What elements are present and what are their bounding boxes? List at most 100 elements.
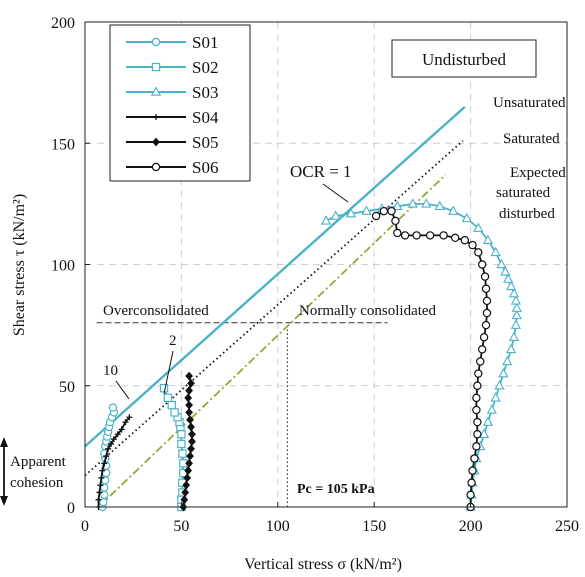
data-point bbox=[178, 449, 187, 458]
data-point bbox=[98, 474, 105, 481]
ratio-2-label: 2 bbox=[169, 333, 177, 349]
data-point bbox=[393, 228, 402, 238]
y-tick-label: 200 bbox=[51, 15, 75, 32]
legend-label: S05 bbox=[192, 133, 218, 152]
y-axis-label: Shear stress τ (kN/m²) bbox=[11, 194, 28, 336]
ocr-pointer bbox=[322, 183, 349, 203]
data-point bbox=[320, 215, 332, 225]
data-point bbox=[159, 383, 169, 393]
data-point bbox=[490, 246, 501, 257]
x-tick-label: 100 bbox=[266, 518, 290, 535]
guide-lines bbox=[96, 322, 388, 507]
data-point bbox=[476, 357, 485, 366]
data-point bbox=[467, 478, 476, 487]
expected-label-line2: saturated bbox=[496, 185, 551, 201]
data-point bbox=[101, 460, 108, 467]
data-point bbox=[486, 404, 497, 414]
data-point bbox=[185, 371, 193, 381]
unsaturated-label: Unsaturated bbox=[493, 95, 566, 111]
data-point bbox=[490, 392, 501, 402]
data-point bbox=[412, 231, 421, 240]
data-point bbox=[180, 495, 189, 505]
data-point bbox=[105, 445, 112, 452]
data-point bbox=[472, 393, 481, 403]
data-point bbox=[177, 439, 186, 449]
data-point bbox=[466, 490, 475, 500]
data-point bbox=[392, 200, 403, 211]
data-point bbox=[184, 393, 193, 403]
series-s03 bbox=[320, 198, 522, 511]
x-tick-label: 50 bbox=[173, 518, 189, 535]
data-point bbox=[502, 355, 513, 366]
data-point bbox=[151, 37, 161, 47]
legend-box bbox=[109, 24, 251, 182]
data-point bbox=[185, 458, 193, 468]
legend-label: S03 bbox=[192, 83, 218, 102]
data-point bbox=[122, 419, 129, 426]
data-point bbox=[151, 162, 161, 172]
legend-item-s05: S05 bbox=[126, 133, 218, 152]
data-point bbox=[505, 343, 517, 354]
data-point bbox=[188, 429, 196, 439]
data-point bbox=[371, 211, 381, 221]
data-point bbox=[473, 430, 482, 439]
apparent-cohesion-label-2: cohesion bbox=[10, 475, 64, 491]
data-point bbox=[479, 333, 489, 342]
data-point bbox=[108, 440, 115, 447]
data-point bbox=[345, 207, 357, 218]
data-point bbox=[167, 400, 176, 410]
data-point bbox=[152, 137, 160, 147]
x-tick-label: 150 bbox=[362, 518, 386, 535]
data-point bbox=[153, 114, 159, 120]
data-point bbox=[97, 482, 104, 489]
data-point bbox=[421, 198, 432, 208]
data-point bbox=[474, 369, 483, 378]
data-point bbox=[511, 309, 522, 320]
grid bbox=[85, 22, 567, 507]
y-tick-label: 0 bbox=[67, 500, 75, 517]
apparent-cohesion-arrow bbox=[0, 437, 8, 506]
ocr-label: OCR = 1 bbox=[290, 162, 352, 181]
reference-line bbox=[84, 140, 464, 477]
data-point bbox=[468, 240, 477, 250]
legend-item-s02: S02 bbox=[126, 58, 218, 77]
data-point bbox=[474, 248, 483, 257]
data-point bbox=[478, 428, 490, 439]
data-point bbox=[150, 86, 162, 96]
data-point bbox=[508, 287, 520, 298]
saturated-label: Saturated bbox=[503, 131, 560, 147]
data-point bbox=[110, 436, 117, 443]
data-point bbox=[481, 320, 491, 330]
data-point bbox=[460, 236, 470, 245]
legend: S01 S02 S03 S04 S05 S06 bbox=[109, 24, 251, 182]
y-tick-label: 50 bbox=[59, 379, 75, 396]
data-point bbox=[188, 437, 196, 446]
data-point bbox=[425, 231, 435, 240]
reference-line bbox=[97, 174, 447, 508]
x-axis-label: Vertical stress σ (kN/m²) bbox=[244, 556, 402, 573]
data-point bbox=[503, 273, 514, 283]
data-point bbox=[185, 408, 193, 417]
data-point bbox=[187, 444, 195, 454]
data-point bbox=[508, 331, 520, 342]
data-point bbox=[510, 319, 522, 329]
series-line bbox=[325, 202, 518, 508]
data-point bbox=[108, 403, 118, 412]
data-point bbox=[184, 466, 193, 475]
data-point bbox=[96, 489, 103, 496]
data-point bbox=[473, 222, 484, 232]
series-line bbox=[375, 210, 488, 507]
legend-label: S04 bbox=[192, 108, 219, 127]
data-point bbox=[434, 200, 445, 211]
data-point bbox=[118, 426, 125, 433]
data-point bbox=[181, 488, 190, 497]
data-point bbox=[511, 302, 522, 312]
data-point bbox=[482, 296, 492, 306]
series-s06 bbox=[371, 206, 492, 512]
data-point bbox=[477, 260, 487, 269]
reference-lines bbox=[84, 105, 466, 508]
data-point bbox=[187, 422, 195, 432]
data-point bbox=[482, 416, 494, 426]
data-point bbox=[114, 431, 121, 438]
